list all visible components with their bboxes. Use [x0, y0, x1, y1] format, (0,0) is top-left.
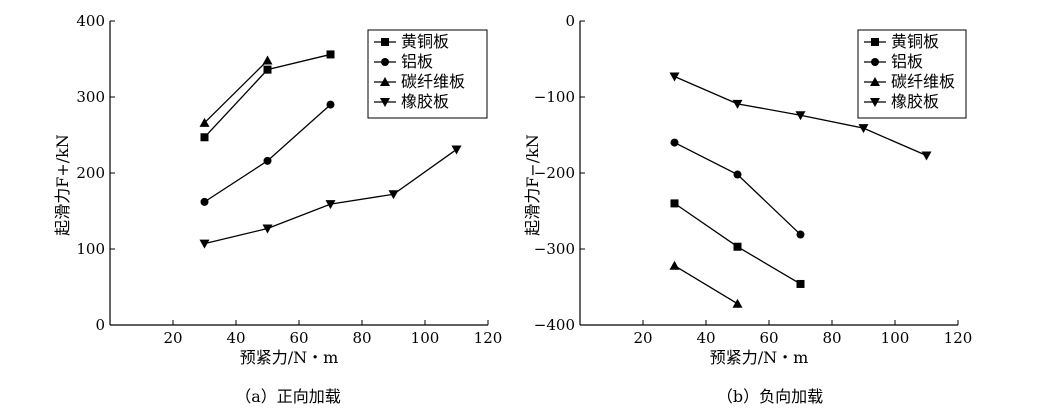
chart-panel-positive-loading: 20 40 60 80 100 120 0 100 200 300 400 预紧力/N・m 起滑力F+/…: [53, 12, 502, 406]
legend-label: 铝板: [401, 52, 433, 71]
x-tick-label: 60: [289, 329, 308, 347]
x-axis-title: 预紧力/N・m: [240, 348, 339, 367]
data-point: [796, 279, 805, 288]
y-axis-title: 起滑力F+/kN: [53, 134, 72, 236]
y-tick-label: 300: [76, 88, 105, 106]
x-tick-label: 100: [411, 329, 440, 347]
data-point: [670, 199, 679, 208]
legend-marker: [870, 98, 880, 107]
data-point: [262, 55, 273, 65]
series-square: [200, 50, 335, 142]
legend-marker: [381, 38, 389, 46]
series-triangle-down: [199, 145, 462, 249]
data-point: [263, 65, 272, 74]
x-tick-label: 80: [822, 329, 841, 347]
data-point: [858, 124, 869, 134]
data-point: [199, 239, 210, 249]
x-tick-label: 100: [881, 329, 910, 347]
y-tick-label: 100: [76, 240, 105, 258]
legend-marker: [381, 58, 389, 66]
legend-marker: [870, 77, 880, 86]
panel-caption: （b）负向加载: [717, 387, 823, 406]
x-tick-label: 40: [226, 329, 245, 347]
data-point: [326, 100, 335, 109]
data-point: [325, 200, 336, 210]
series-line: [674, 142, 801, 236]
series-square: [670, 199, 805, 288]
data-point: [733, 242, 742, 251]
data-point: [326, 50, 335, 59]
data-point: [732, 298, 743, 308]
x-tick-label: 80: [352, 329, 371, 347]
legend-label: 铝板: [891, 52, 923, 71]
series-line: [204, 104, 331, 203]
panel-caption: （a）正向加载: [235, 387, 341, 406]
y-tick-label: 400: [76, 12, 105, 30]
data-point: [921, 151, 932, 161]
data-point: [388, 190, 399, 200]
legend-marker: [871, 58, 879, 66]
legend-label: 橡胶板: [891, 92, 939, 111]
legend-label: 黄铜板: [401, 32, 449, 51]
x-axis-title: 预紧力/N・m: [710, 348, 809, 367]
series-triangle-down: [669, 72, 932, 161]
series-circle: [670, 138, 805, 239]
data-point: [670, 138, 679, 147]
data-point: [669, 72, 680, 82]
y-tick-label: −200: [534, 164, 575, 182]
data-point: [263, 156, 272, 165]
data-point: [732, 99, 743, 109]
series-circle: [200, 100, 335, 206]
legend-label: 黄铜板: [891, 32, 939, 51]
x-tick-label: 120: [474, 329, 503, 347]
legend-marker: [871, 38, 879, 46]
series-line: [204, 60, 268, 124]
y-tick-label: −300: [534, 240, 575, 258]
data-point: [795, 111, 806, 121]
data-point: [733, 170, 742, 179]
data-point: [451, 145, 462, 155]
y-tick-label: 0: [95, 316, 105, 334]
series-line: [674, 265, 738, 305]
series-triangle-up: [199, 55, 273, 127]
x-tick-label: 120: [944, 329, 973, 347]
y-tick-label: 0: [565, 12, 575, 30]
legend-label: 碳纤维板: [891, 72, 955, 91]
legend-marker: [380, 98, 390, 107]
x-tick-label: 20: [633, 329, 652, 347]
y-tick-label: −100: [534, 88, 575, 106]
y-axis-title: 起滑力F−/kN: [523, 134, 542, 236]
data-point: [796, 230, 805, 239]
y-tick-label: −400: [534, 316, 575, 334]
series-triangle-up: [669, 260, 743, 308]
x-tick-label: 60: [759, 329, 778, 347]
chart-panel-negative-loading: 20 40 60 80 100 120 0 −100 −200 −300 −400 预紧力/N・m 起滑…: [523, 12, 972, 406]
data-point: [199, 117, 210, 127]
y-tick-label: 200: [76, 164, 105, 182]
legend-marker: [380, 77, 390, 86]
data-point: [200, 133, 209, 142]
legend-label: 碳纤维板: [401, 72, 465, 91]
x-tick-label: 40: [696, 329, 715, 347]
data-point: [200, 197, 209, 206]
data-point: [262, 224, 273, 234]
legend-label: 橡胶板: [401, 92, 449, 111]
data-point: [669, 260, 680, 270]
series-line: [204, 148, 457, 245]
x-tick-label: 20: [163, 329, 182, 347]
